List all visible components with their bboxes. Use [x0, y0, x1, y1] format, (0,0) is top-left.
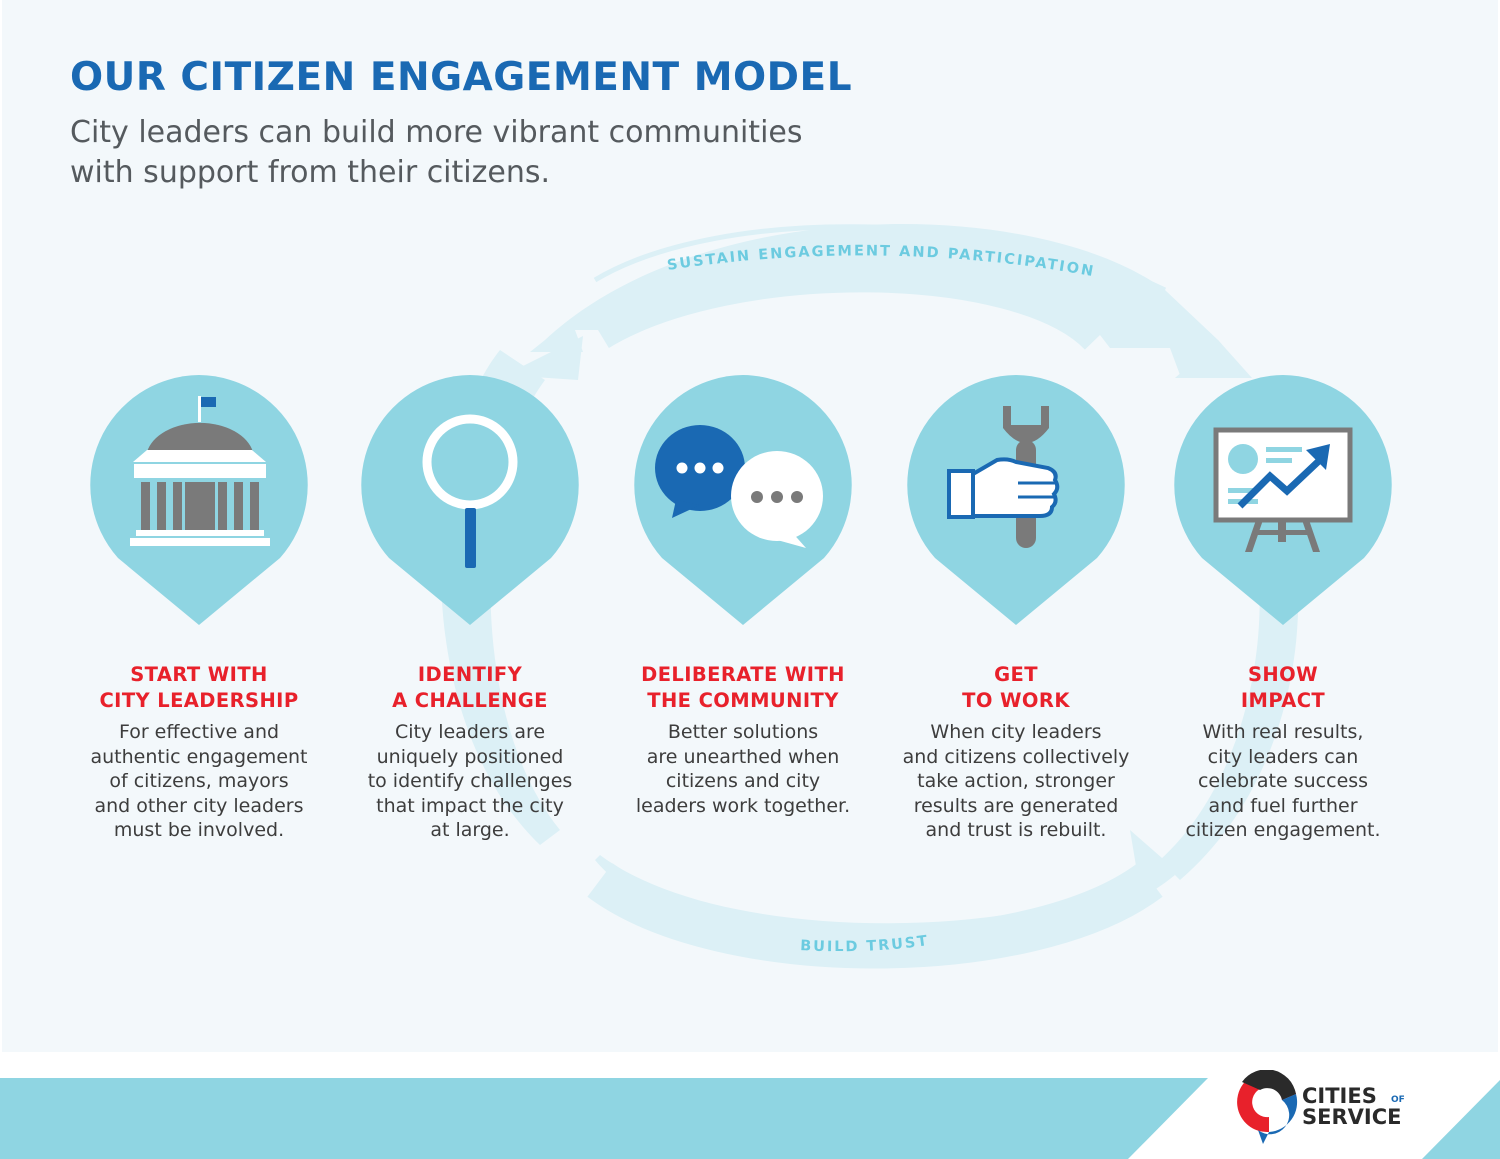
step-get-to-work: GET TO WORK When city leaders and citize… — [881, 662, 1151, 843]
step-3-title: DELIBERATE WITH THE COMMUNITY — [641, 663, 845, 712]
page-subtitle: City leaders can build more vibrant comm… — [70, 115, 803, 190]
step-4-description: When city leaders and citizens collectiv… — [902, 721, 1130, 841]
step-2-title: IDENTIFY A CHALLENGE — [392, 663, 548, 712]
city-hall-icon — [130, 396, 270, 546]
chat-bubbles-icon — [655, 425, 823, 548]
footer-band — [0, 1078, 1500, 1159]
magnifying-glass-icon — [422, 414, 518, 568]
logo-word-cities: CITIES — [1302, 1084, 1377, 1108]
step-show-impact: SHOW IMPACT With real results, city lead… — [1148, 662, 1418, 843]
step-5-title: SHOW IMPACT — [1240, 663, 1326, 712]
step-deliberate-with-the-community: DELIBERATE WITH THE COMMUNITY Better sol… — [608, 662, 878, 818]
logo-word-of: OF — [1391, 1095, 1405, 1105]
step-identify-a-challenge: IDENTIFY A CHALLENGE City leaders are un… — [335, 662, 605, 843]
step-4-title: GET TO WORK — [962, 663, 1070, 712]
step-5-description: With real results, city leaders can cele… — [1185, 721, 1381, 841]
logo-word-service: SERVICE — [1302, 1105, 1402, 1129]
presentation-chart-icon — [1213, 427, 1353, 552]
hand-wrench-icon — [947, 406, 1060, 548]
step-start-with-city-leadership: START WITH CITY LEADERSHIP For effective… — [64, 662, 334, 843]
cities-of-service-logo — [1237, 1070, 1298, 1144]
step-1-description: For effective and authentic engagement o… — [90, 721, 308, 841]
step-1-title: START WITH CITY LEADERSHIP — [99, 663, 299, 712]
step-2-description: City leaders are uniquely positioned to … — [367, 721, 573, 841]
page-title: OUR CITIZEN ENGAGEMENT MODEL — [70, 55, 853, 100]
step-2-pin — [361, 375, 579, 625]
top-cycle-arrow — [505, 224, 1252, 380]
bottom-cycle-arrow — [587, 830, 1178, 969]
step-3-description: Better solutions are unearthed when citi… — [635, 721, 851, 817]
